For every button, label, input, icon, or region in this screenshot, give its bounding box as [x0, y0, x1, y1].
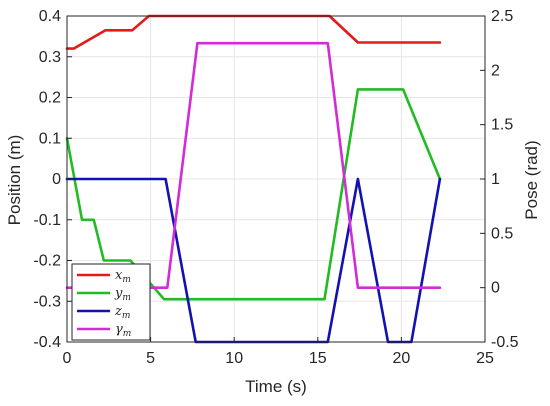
series-line-x_m [65, 14, 442, 50]
y-tick-label: -0.4 [33, 334, 61, 351]
y-tick-label: 0.2 [39, 90, 61, 107]
y-axis-label: Position (m) [5, 135, 24, 226]
legend-label-z_m: zm [114, 304, 130, 321]
legend-box [71, 263, 151, 341]
y2-tick-label: 0 [491, 280, 500, 297]
series-layer [65, 14, 442, 344]
x-tick-label: 0 [63, 350, 72, 367]
y-tick-label: 0.4 [39, 8, 61, 25]
y2-axis-label: Pose (rad) [522, 140, 541, 219]
legend-label-x_m: xm [115, 268, 131, 285]
y-tick-label: -0.3 [33, 293, 61, 310]
x-tick-label: 25 [476, 350, 494, 367]
y2-tick-label: 2.5 [491, 8, 513, 25]
y2-tick-label: 0.5 [491, 225, 513, 242]
legend-label-gamma_m: γm [115, 322, 131, 339]
x-tick-label: 10 [225, 350, 243, 367]
y-tick-label: 0 [52, 171, 61, 188]
x-axis-label: Time (s) [245, 377, 307, 396]
x-tick-label: 20 [393, 350, 411, 367]
y2-tick-label: 1 [491, 171, 500, 188]
x-tick-label: 15 [309, 350, 327, 367]
legend-label-y_m: ym [114, 286, 131, 303]
y2-tick-label: -0.5 [491, 334, 519, 351]
y-tick-label: -0.1 [33, 212, 61, 229]
x-tick-label: 5 [146, 350, 155, 367]
y2-tick-label: 2 [491, 62, 500, 79]
y-tick-label: 0.3 [39, 49, 61, 66]
y2-tick-label: 1.5 [491, 117, 513, 134]
series-line-gamma_m [65, 41, 442, 290]
y-tick-label: -0.2 [33, 253, 61, 270]
y-tick-label: 0.1 [39, 130, 61, 147]
ticks: 0 5 10 15 20 25-0.4-0.3-0.2-0.100.10.20.30.4-… [33, 8, 518, 367]
